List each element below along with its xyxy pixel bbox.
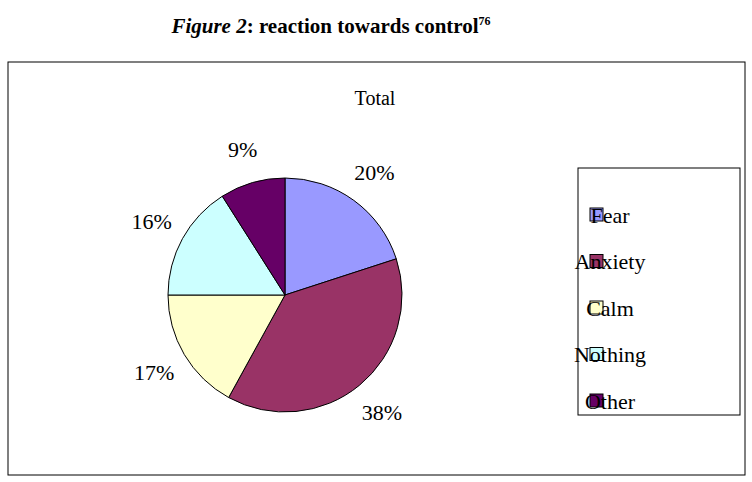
svg-text:Total: Total: [355, 87, 396, 109]
svg-text:38%: 38%: [362, 400, 402, 425]
html-text:Figure 2: reaction towards con: Figure 2: reaction towards control76: [171, 14, 491, 38]
svg-text:20%: 20%: [354, 160, 394, 185]
svg-text:17%: 17%: [134, 360, 174, 385]
svg-text:16%: 16%: [132, 209, 172, 234]
svg-text:Calm: Calm: [586, 296, 634, 321]
svg-text:Other: Other: [585, 389, 636, 414]
svg-text:Anxiety: Anxiety: [575, 249, 646, 274]
svg-text:9%: 9%: [228, 137, 257, 162]
svg-text:Fear: Fear: [590, 203, 630, 228]
svg-text:Nothing: Nothing: [574, 342, 646, 367]
